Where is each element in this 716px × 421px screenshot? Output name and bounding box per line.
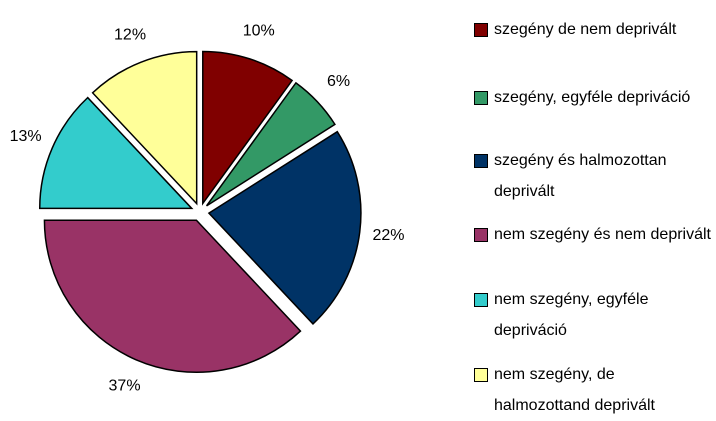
pie-slice — [38, 96, 194, 210]
legend-swatch — [474, 154, 488, 168]
pie-slice — [43, 219, 302, 373]
pie-slice — [91, 50, 198, 206]
legend-label: szegény és halmozottan deprivált — [494, 152, 667, 200]
legend-swatch — [474, 23, 488, 37]
legend-item: nem szegény, de halmozottand deprivált — [474, 359, 714, 421]
chart: 10% 6% 22% 37% 13% 12% — [10, 23, 405, 395]
data-label: 22% — [372, 227, 404, 244]
page: 10% 6% 22% 37% 13% 12% szegény de nem deprivá… — [10, 14, 714, 414]
legend-swatch — [474, 228, 488, 242]
legend-label: szegény de nem deprivált — [494, 21, 677, 38]
legend-item: szegény, egyféle depriváció — [474, 82, 714, 113]
legend-label: nem szegény, egyféle depriváció — [494, 291, 649, 339]
data-label: 37% — [109, 378, 141, 395]
legend-item: nem szegény és nem deprivált — [474, 219, 714, 250]
legend-label: szegény, egyféle depriváció — [494, 89, 691, 106]
pie-slice — [205, 81, 336, 207]
legend-item: szegény de nem deprivált — [474, 14, 714, 45]
data-label: 6% — [327, 73, 350, 90]
legend-swatch — [474, 91, 488, 105]
data-label: 10% — [243, 23, 275, 40]
legend-item: szegény és halmozottan deprivált — [474, 145, 714, 207]
legend-swatch — [474, 368, 488, 382]
pie-slice — [207, 130, 362, 325]
data-label: 13% — [10, 128, 42, 145]
legend-item: nem szegény, egyféle depriváció — [474, 284, 714, 346]
data-label: 12% — [114, 27, 146, 44]
pie-slice — [202, 50, 294, 206]
legend-label: nem szegény és nem deprivált — [494, 226, 711, 243]
legend-swatch — [474, 293, 488, 307]
legend-label: nem szegény, de halmozottand deprivált — [494, 366, 655, 414]
